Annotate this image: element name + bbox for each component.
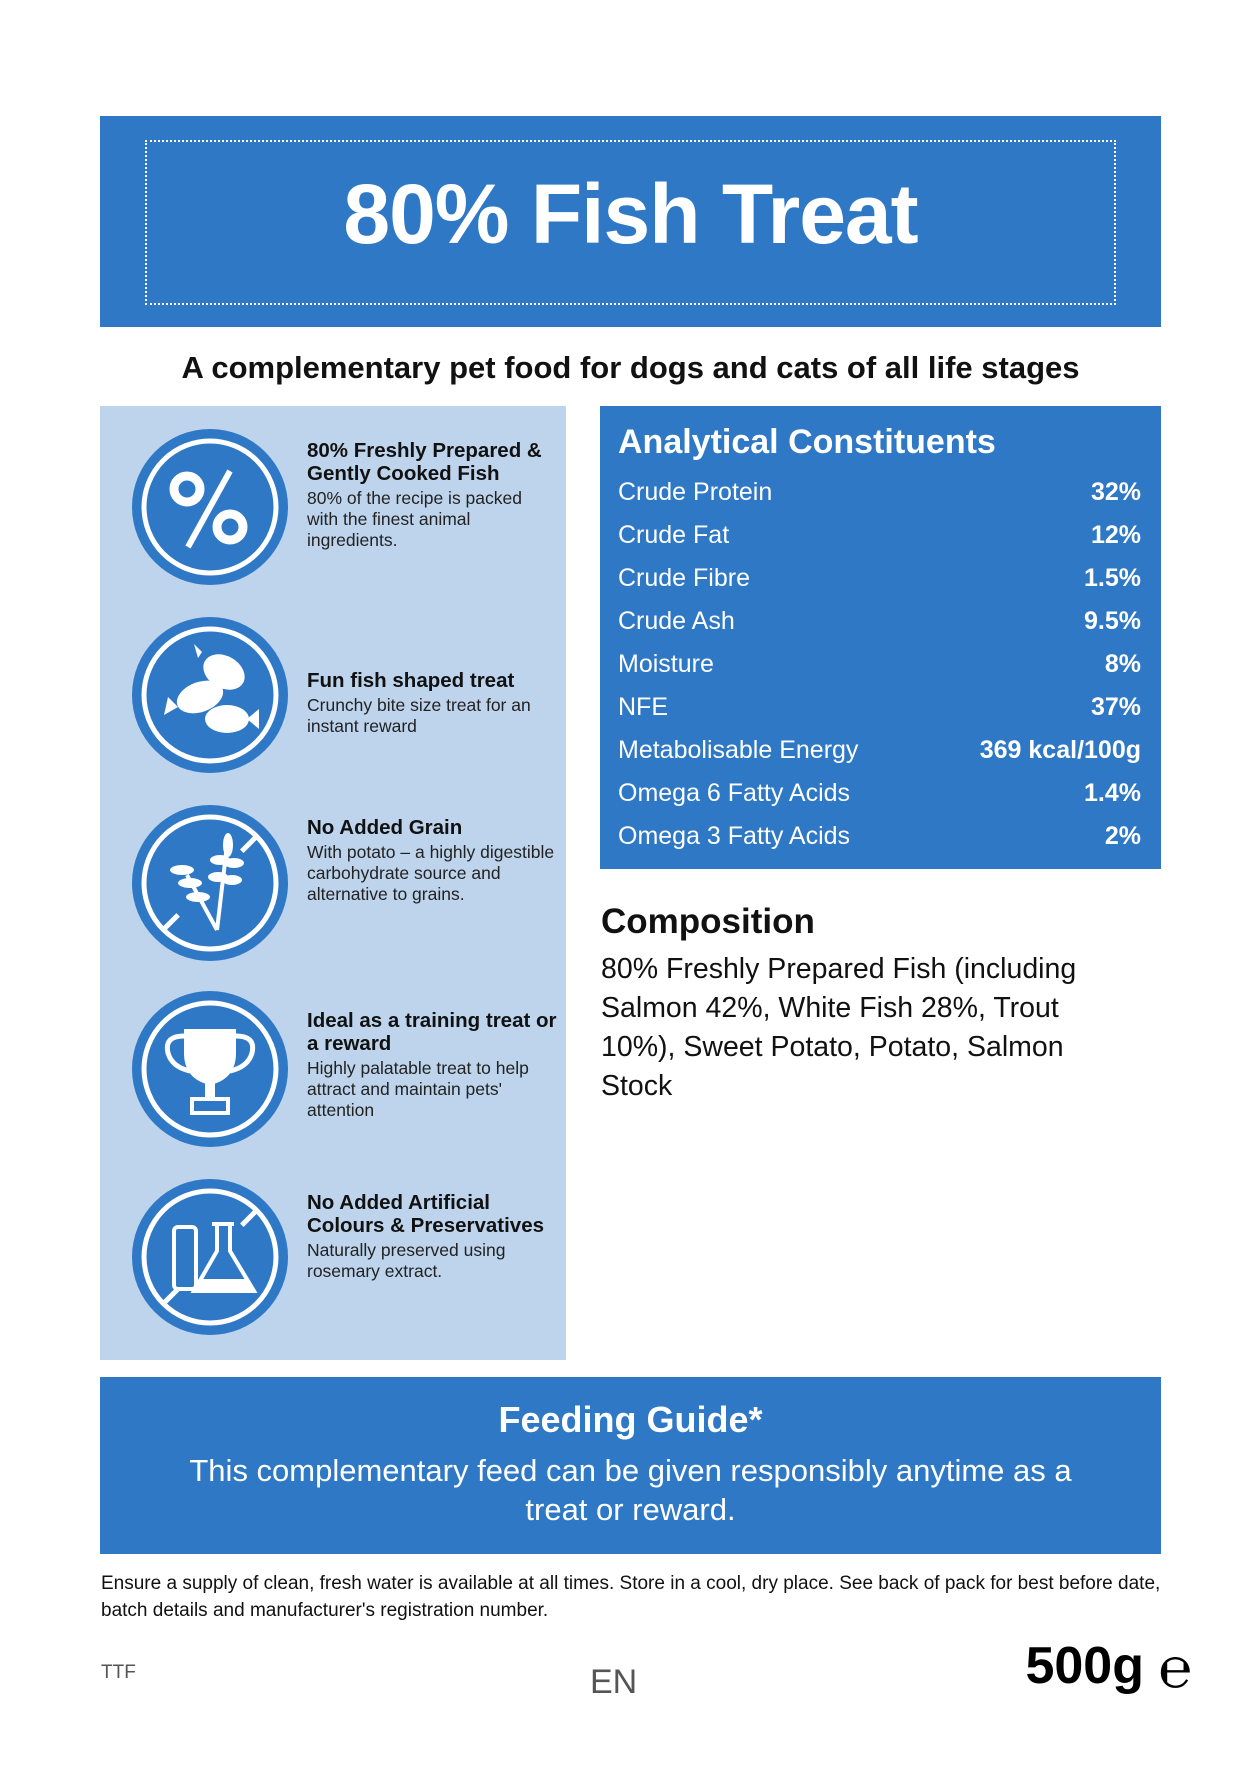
trophy-icon xyxy=(132,991,288,1147)
fish-treats-icon xyxy=(132,617,288,773)
feature-body: With potato – a highly digestible carboh… xyxy=(307,842,555,904)
feature-title: No Added Artificial Colours & Preservati… xyxy=(307,1191,545,1237)
constituent-row: Omega 3 Fatty Acids 2% xyxy=(618,822,1141,865)
constituent-row: Crude Ash 9.5% xyxy=(618,607,1141,650)
no-grain-icon xyxy=(132,805,288,961)
analytical-constituents-panel: Analytical Constituents Crude Protein 32%… xyxy=(600,406,1161,869)
title-banner: 80% Fish Treat xyxy=(100,116,1161,327)
language-code: EN xyxy=(590,1663,638,1701)
constituent-row: Crude Fibre 1.5% xyxy=(618,564,1141,607)
constituent-value: 32% xyxy=(1090,478,1141,506)
product-title: 80% Fish Treat xyxy=(343,167,918,261)
constituent-label: Omega 3 Fatty Acids xyxy=(618,822,851,850)
feature-body: Naturally preserved using rosemary extra… xyxy=(307,1240,506,1281)
constituent-value: 12% xyxy=(1090,521,1141,549)
storage-note: Ensure a supply of clean, fresh water is… xyxy=(101,1573,1161,1621)
constituent-label: Moisture xyxy=(618,650,714,678)
feeding-title: Feeding Guide* xyxy=(498,1399,763,1440)
constituent-label: Crude Fibre xyxy=(618,564,750,592)
feature-body: Crunchy bite size treat for an instant r… xyxy=(307,695,531,736)
constituent-label: Omega 6 Fatty Acids xyxy=(618,779,851,807)
constituent-label: Crude Fat xyxy=(618,521,730,549)
constituent-label: Crude Protein xyxy=(618,478,773,506)
estimated-sign-icon: ℮ xyxy=(1158,1636,1192,1701)
constituent-row: Metabolisable Energy 369 kcal/100g xyxy=(618,736,1141,779)
net-weight: 500g xyxy=(1025,1637,1144,1695)
composition-title: Composition xyxy=(601,902,815,941)
constituent-row: NFE 37% xyxy=(618,693,1141,736)
analytical-title: Analytical Constituents xyxy=(618,423,996,461)
constituent-row: Crude Fat 12% xyxy=(618,521,1141,564)
constituent-value: 1.4% xyxy=(1084,779,1141,807)
constituent-label: Metabolisable Energy xyxy=(618,736,859,764)
feeding-body: This complementary feed can be given res… xyxy=(189,1453,1072,1527)
constituent-value: 2% xyxy=(1104,822,1141,850)
constituent-label: NFE xyxy=(618,693,668,721)
constituent-value: 8% xyxy=(1104,650,1141,678)
product-code: TTF xyxy=(101,1662,136,1683)
feeding-guide-panel: Feeding Guide* This complementary feed c… xyxy=(100,1377,1161,1554)
feature-title: Ideal as a training treat or a reward xyxy=(307,1009,557,1055)
constituent-value: 369 kcal/100g xyxy=(979,736,1141,764)
feature-body: Highly palatable treat to help attract a… xyxy=(307,1058,529,1120)
features-panel: 80% Freshly Prepared & Gently Cooked Fis… xyxy=(100,406,566,1360)
feature-title: No Added Grain xyxy=(307,816,463,839)
constituent-row: Omega 6 Fatty Acids 1.4% xyxy=(618,779,1141,822)
constituent-value: 9.5% xyxy=(1084,607,1141,635)
no-chemicals-icon xyxy=(132,1179,288,1335)
constituent-row: Crude Protein 32% xyxy=(618,478,1141,521)
constituent-value: 37% xyxy=(1090,693,1141,721)
product-subtitle: A complementary pet food for dogs and ca… xyxy=(181,350,1080,385)
constituent-row: Moisture 8% xyxy=(618,650,1141,693)
constituent-value: 1.5% xyxy=(1084,564,1141,592)
feature-title: 80% Freshly Prepared & Gently Cooked Fis… xyxy=(307,439,542,485)
feature-body: 80% of the recipe is packed with the fin… xyxy=(307,488,522,550)
percent-icon xyxy=(132,429,288,585)
composition-body: 80% Freshly Prepared Fish (including Sal… xyxy=(601,953,1077,1102)
feature-title: Fun fish shaped treat xyxy=(307,669,515,692)
dotted-border xyxy=(145,140,1116,305)
constituent-label: Crude Ash xyxy=(618,607,735,635)
